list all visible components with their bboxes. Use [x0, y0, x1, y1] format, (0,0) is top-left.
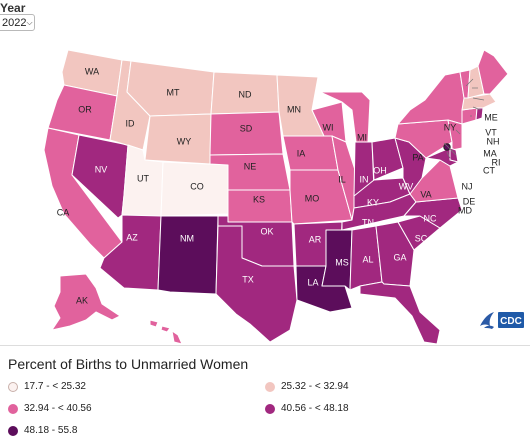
legend-item-bin-5: 48.18 - 55.8: [8, 425, 77, 436]
cdc-logo: CDC: [480, 312, 524, 329]
state-me[interactable]: [477, 49, 509, 95]
state-label-wv: WV: [399, 181, 414, 191]
callout-lines: [443, 78, 485, 159]
state-label-wi: WI: [323, 122, 334, 132]
legend-label-bin-3: 32.94 - < 40.56: [24, 403, 92, 414]
legend-swatch-bin-4: [265, 403, 275, 414]
state-or[interactable]: [47, 84, 118, 141]
state-label-pa: PA: [412, 152, 423, 162]
state-label-ok: OK: [260, 226, 273, 236]
legend-item-bin-2: 25.32 - < 32.94: [265, 381, 349, 392]
legend-title: Percent of Births to Unmarried Women: [8, 356, 249, 372]
state-label-ne: NE: [244, 161, 257, 171]
state-label-ct: CT: [483, 165, 495, 175]
state-label-id: ID: [126, 118, 136, 128]
legend-swatch-bin-1: [8, 381, 18, 392]
state-label-co: CO: [190, 181, 204, 191]
state-label-me: ME: [484, 112, 498, 122]
state-ny[interactable]: [397, 71, 467, 125]
state-label-de: DE: [463, 196, 476, 206]
state-label-nm: NM: [180, 233, 194, 243]
state-label-ut: UT: [137, 173, 149, 183]
state-label-ia: IA: [297, 148, 306, 158]
state-label-or: OR: [78, 104, 92, 114]
state-label-nh: NH: [487, 136, 500, 146]
legend-swatch-bin-5: [8, 425, 18, 436]
state-label-al: AL: [362, 254, 373, 264]
state-label-tx: TX: [242, 274, 254, 284]
state-label-wa: WA: [85, 66, 99, 76]
legend-item-bin-1: 17.7 - < 25.32: [8, 381, 86, 392]
year-select-value: 2022: [2, 16, 27, 29]
state-label-tn: TN: [362, 217, 374, 227]
state-label-in: IN: [360, 174, 369, 184]
state-label-ca: CA: [57, 207, 70, 217]
state-fl[interactable]: [359, 281, 441, 345]
chevron-down-icon: ⌵: [26, 17, 33, 27]
state-label-nc: NC: [424, 213, 437, 223]
state-label-la: LA: [307, 277, 318, 287]
state-label-il: IL: [338, 174, 346, 184]
state-label-ms: MS: [335, 257, 349, 267]
state-ak[interactable]: [51, 273, 121, 331]
state-label-mi: MI: [357, 132, 367, 142]
legend-label-bin-5: 48.18 - 55.8: [24, 425, 78, 436]
state-label-ma: MA: [483, 148, 497, 158]
legend-label-bin-4: 40.56 - < 48.18: [281, 403, 349, 414]
state-label-ak: AK: [76, 295, 88, 305]
state-label-vt: VT: [485, 127, 497, 137]
legend-label-bin-1: 17.7 - < 25.32: [24, 381, 86, 392]
legend-item-bin-3: 32.94 - < 40.56: [8, 403, 92, 414]
state-label-sd: SD: [240, 123, 253, 133]
state-label-mo: MO: [305, 193, 320, 203]
state-sd[interactable]: [209, 111, 284, 156]
state-label-mt: MT: [167, 87, 180, 97]
state-label-ga: GA: [393, 252, 406, 262]
us-choropleth-map: WA OR CA NV ID MT WY UT CO AZ NM ND SD N…: [43, 49, 509, 345]
legend-swatch-bin-2: [265, 381, 275, 392]
legend-swatch-bin-3: [8, 403, 18, 414]
legend-item-bin-4: 40.56 - < 48.18: [265, 403, 349, 414]
state-label-nv: NV: [95, 164, 108, 174]
year-select[interactable]: 2022 ⌵: [0, 14, 35, 31]
state-ms[interactable]: [321, 229, 353, 291]
state-label-nd: ND: [239, 89, 252, 99]
state-label-md: MD: [458, 205, 472, 215]
state-md[interactable]: [425, 147, 459, 167]
state-tx[interactable]: [215, 225, 298, 343]
state-label-ny: NY: [444, 122, 457, 132]
year-filter-label: Year: [0, 1, 26, 15]
state-label-sc: SC: [415, 233, 428, 243]
state-ia[interactable]: [282, 135, 339, 171]
state-hi[interactable]: [149, 319, 183, 345]
state-label-va: VA: [420, 189, 431, 199]
state-nj[interactable]: [447, 119, 463, 151]
state-label-ar: AR: [309, 234, 322, 244]
state-label-oh: OH: [373, 165, 387, 175]
state-label-ky: KY: [367, 197, 379, 207]
legend-divider: [0, 345, 530, 346]
state-label-mn: MN: [287, 104, 301, 114]
state-label-ri: RI: [492, 157, 501, 167]
state-label-fl: FL: [420, 297, 431, 307]
legend-label-bin-2: 25.32 - < 32.94: [281, 381, 349, 392]
hhs-eagle-icon: [480, 312, 494, 329]
state-label-ks: KS: [253, 194, 265, 204]
state-nm[interactable]: [157, 215, 219, 295]
state-dc[interactable]: [443, 143, 451, 151]
state-label-wy: WY: [177, 136, 192, 146]
state-ct[interactable]: [461, 107, 478, 125]
state-label-nj: NJ: [462, 181, 473, 191]
state-label-az: AZ: [126, 232, 138, 242]
cdc-logo-text: CDC: [500, 316, 522, 327]
